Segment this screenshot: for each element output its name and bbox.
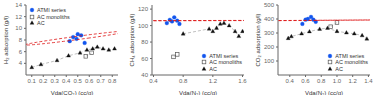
svg-text:0.3: 0.3 <box>51 78 60 84</box>
html-text:AC: AC <box>335 65 343 72</box>
svg-text:80: 80 <box>141 39 148 45</box>
svg-text:12: 12 <box>15 14 22 20</box>
svg-text:H₂ adsorption (g/l): H₂ adsorption (g/l) <box>8 16 9 64</box>
svg-text:8: 8 <box>19 37 23 43</box>
svg-text:500: 500 <box>264 2 275 8</box>
svg-text:10: 10 <box>15 25 22 31</box>
svg-text:14: 14 <box>15 2 22 8</box>
svg-text:100: 100 <box>138 23 149 29</box>
svg-text:0.7: 0.7 <box>97 78 106 84</box>
svg-text:CO₂ adsorption (g/l): CO₂ adsorption (g/l) <box>255 13 261 66</box>
svg-text:0.4: 0.4 <box>62 78 71 84</box>
svg-text:6: 6 <box>19 49 23 55</box>
html-text:ATMI series: ATMI series <box>209 52 239 59</box>
svg-text:Vda(N₂) (cc/g): Vda(N₂) (cc/g) <box>179 90 217 95</box>
html-text:AC: AC <box>209 65 217 72</box>
svg-text:0.8: 0.8 <box>108 78 117 84</box>
html-text:AC monoliths: AC monoliths <box>209 59 242 65</box>
svg-text:60: 60 <box>141 56 148 62</box>
svg-text:1.2: 1.2 <box>349 78 358 84</box>
svg-text:0.6: 0.6 <box>301 78 310 84</box>
svg-text:1.2: 1.2 <box>209 78 218 84</box>
svg-text:0.6: 0.6 <box>85 78 94 84</box>
svg-text:300: 300 <box>264 30 275 36</box>
svg-text:0.8: 0.8 <box>179 78 188 84</box>
svg-text:40: 40 <box>141 72 148 78</box>
svg-text:0.1: 0.1 <box>28 78 37 84</box>
svg-text:0.8: 0.8 <box>317 78 326 84</box>
svg-text:CH₄ adsorption (g/l): CH₄ adsorption (g/l) <box>129 14 135 67</box>
html-text:AC: AC <box>37 20 45 26</box>
html-text:AC monoliths: AC monoliths <box>37 13 70 20</box>
svg-text:120: 120 <box>138 6 149 12</box>
svg-text:1.4: 1.4 <box>364 78 370 84</box>
svg-text:200: 200 <box>264 44 275 50</box>
svg-text:Vda(CO₂) (cc/g): Vda(CO₂) (cc/g) <box>51 90 94 95</box>
svg-text:Vda(N₂) (cc/g): Vda(N₂) (cc/g) <box>305 90 343 95</box>
svg-text:100: 100 <box>264 58 275 64</box>
html-text:ATMI series: ATMI series <box>37 7 66 13</box>
svg-text:0.5: 0.5 <box>74 78 83 84</box>
svg-text:4: 4 <box>19 60 23 66</box>
svg-text:1.0: 1.0 <box>333 78 342 84</box>
svg-text:400: 400 <box>264 16 275 22</box>
html-text:AC monoliths: AC monoliths <box>335 59 368 65</box>
html-text:ATMI series: ATMI series <box>335 52 365 59</box>
svg-text:0.4: 0.4 <box>149 78 158 84</box>
svg-text:0.2: 0.2 <box>39 78 48 84</box>
svg-text:1.6: 1.6 <box>238 78 247 84</box>
svg-text:0.4: 0.4 <box>286 78 295 84</box>
